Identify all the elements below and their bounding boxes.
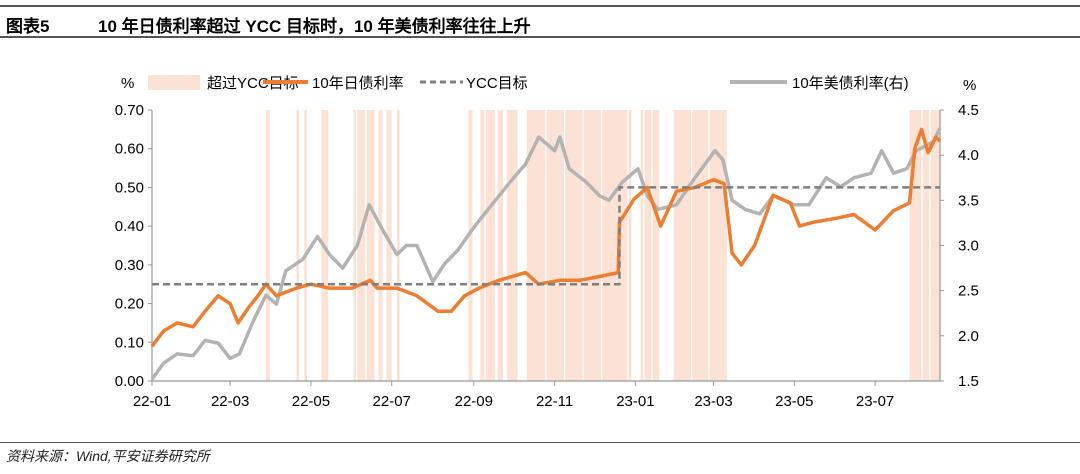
x-tick-label: 22-07 bbox=[373, 393, 411, 410]
left-tick-label: 0.40 bbox=[115, 218, 144, 235]
right-tick-label: 4.0 bbox=[958, 147, 979, 164]
jp-10y-line bbox=[150, 127, 942, 348]
shaded-band bbox=[304, 110, 307, 381]
shaded-band bbox=[497, 110, 503, 381]
chart-title: 10 年日债利率超过 YCC 目标时，10 年美债利率往往上升 bbox=[98, 17, 531, 36]
shaded-band bbox=[909, 110, 922, 381]
left-tick-label: 0.60 bbox=[115, 141, 144, 158]
ycc-target-line bbox=[152, 186, 940, 286]
shaded-band bbox=[922, 110, 930, 381]
left-tick-label: 0.70 bbox=[115, 102, 144, 119]
x-tick-label: 22-03 bbox=[211, 393, 249, 410]
right-tick-label: 3.0 bbox=[958, 238, 979, 255]
right-axis-unit: % bbox=[963, 77, 976, 94]
title-bar: 图表5 10 年日债利率超过 YCC 目标时，10 年美债利率往往上升 bbox=[0, 5, 1080, 38]
shaded-band bbox=[628, 110, 632, 381]
axes: 0.00 0.10 0.20 0.30 0.40 0.50 0.60 0.70 1.5 2.0 2.… bbox=[115, 102, 979, 410]
right-tick-label: 1.5 bbox=[958, 373, 979, 390]
shaded-band bbox=[692, 110, 709, 381]
figure-label: 图表5 bbox=[6, 17, 50, 36]
left-tick-label: 0.10 bbox=[115, 334, 144, 351]
right-tick-label: 3.5 bbox=[958, 192, 979, 209]
x-tick-label: 22-01 bbox=[133, 393, 171, 410]
legend-swatch-shade bbox=[148, 75, 200, 90]
shaded-band bbox=[565, 110, 583, 381]
shaded-band bbox=[546, 110, 564, 381]
shaded-band bbox=[526, 110, 546, 381]
right-tick-label: 4.5 bbox=[958, 102, 979, 119]
left-tick-label: 0.30 bbox=[115, 257, 144, 274]
shaded-band bbox=[583, 110, 601, 381]
legend: % 超过YCC目标 10年日债利率 YCC目标 10年美债利率(右) % bbox=[121, 75, 976, 94]
x-tick-label: 23-03 bbox=[694, 393, 732, 410]
us-10y-line bbox=[150, 127, 942, 381]
shaded-band bbox=[357, 110, 366, 381]
shaded-band bbox=[485, 110, 496, 381]
x-tick-label: 22-09 bbox=[455, 393, 493, 410]
shaded-band bbox=[353, 110, 356, 381]
left-axis-unit: % bbox=[121, 75, 134, 92]
x-tick-label: 23-01 bbox=[616, 393, 654, 410]
shaded-band bbox=[644, 110, 652, 381]
left-tick-label: 0.50 bbox=[115, 179, 144, 196]
shaded-band bbox=[709, 110, 727, 381]
shaded-band bbox=[652, 110, 660, 381]
x-tick-label: 22-05 bbox=[292, 393, 330, 410]
shaded-band bbox=[366, 110, 375, 381]
legend-label-ycc: YCC目标 bbox=[466, 75, 528, 92]
shaded-band bbox=[397, 110, 400, 381]
x-tick-label: 23-07 bbox=[856, 393, 894, 410]
shaded-band bbox=[378, 110, 383, 381]
shaded-band bbox=[480, 110, 485, 381]
shaded-band bbox=[265, 110, 270, 381]
right-tick-label: 2.5 bbox=[958, 283, 979, 300]
shaded-band bbox=[296, 110, 300, 381]
shaded-band bbox=[640, 110, 644, 381]
legend-label-shade: 超过YCC目标 bbox=[207, 75, 299, 92]
shaded-band bbox=[930, 110, 940, 381]
shaded-band bbox=[602, 110, 628, 381]
series-lines bbox=[150, 127, 942, 381]
source-note: 资料来源：Wind,平安证券研究所 bbox=[6, 448, 210, 464]
legend-label-us: 10年美债利率(右) bbox=[792, 75, 909, 92]
left-tick-label: 0.00 bbox=[115, 373, 144, 390]
shaded-band bbox=[386, 110, 392, 381]
shaded-band bbox=[468, 110, 473, 381]
legend-label-jp: 10年日债利率 bbox=[312, 75, 404, 92]
footer-divider bbox=[0, 442, 1080, 443]
right-tick-label: 2.0 bbox=[958, 328, 979, 345]
x-tick-label: 23-05 bbox=[775, 393, 813, 410]
left-tick-label: 0.20 bbox=[115, 296, 144, 313]
shaded-band bbox=[673, 110, 692, 381]
x-tick-label: 22-11 bbox=[536, 393, 573, 410]
shaded-band bbox=[506, 110, 518, 381]
shaded-bands bbox=[265, 110, 940, 381]
